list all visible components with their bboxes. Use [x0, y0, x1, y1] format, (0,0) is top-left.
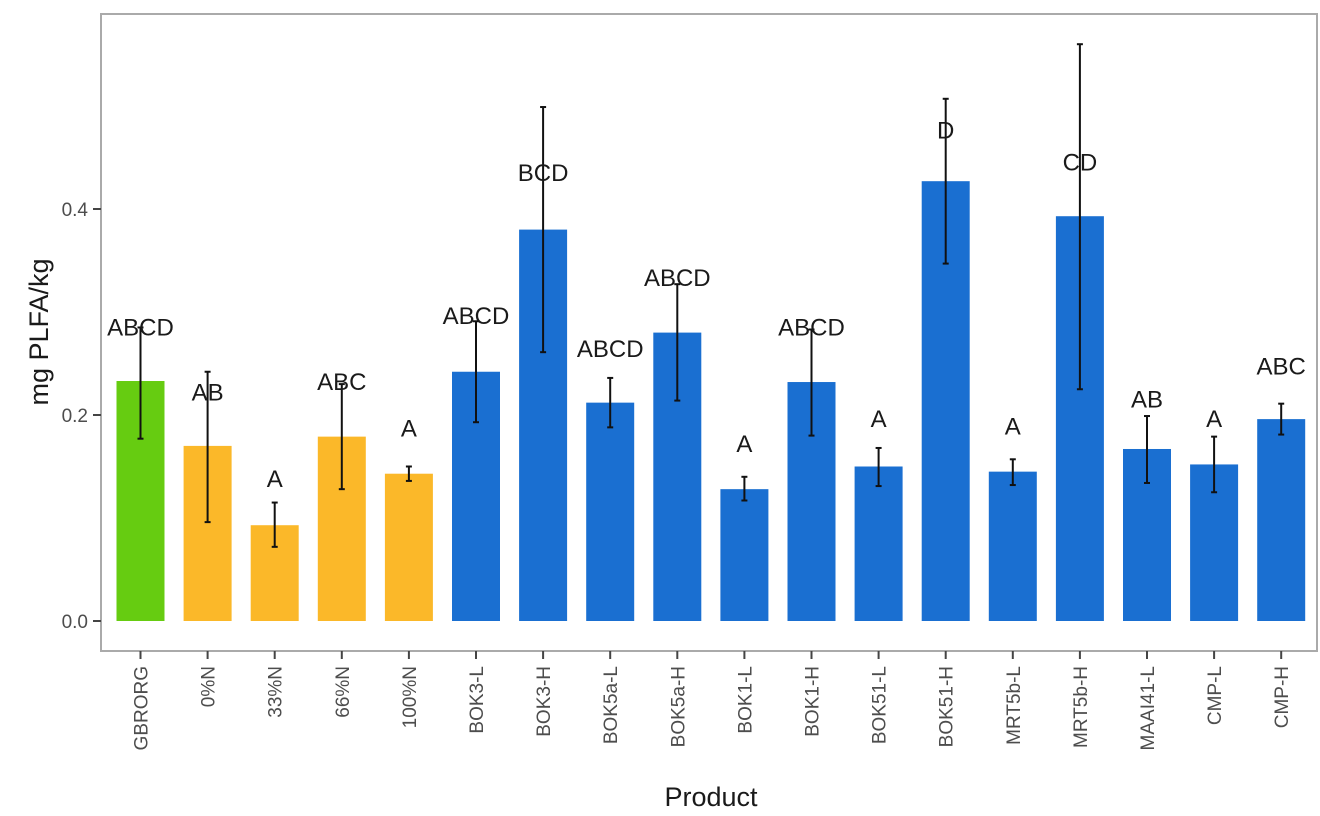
- error-bar-CMP-L: [1211, 435, 1218, 494]
- significance-label-BOK1-L: A: [736, 431, 752, 458]
- x-tick-label: 100%N: [400, 666, 421, 728]
- y-tick-label: 0.0: [62, 612, 88, 633]
- x-tick-label: 0%N: [199, 666, 220, 707]
- x-tick-label: 66%N: [333, 666, 354, 718]
- y-tick-label: 0.2: [62, 406, 88, 427]
- x-tick-label: BOK51-L: [870, 666, 891, 744]
- error-bar-BOK3-H: [540, 106, 547, 354]
- bar-MRT5b-L: [988, 471, 1037, 621]
- bar-BOK51-L: [854, 466, 903, 621]
- significance-label-BOK1-H: ABCD: [778, 314, 845, 341]
- x-tick-label: BOK3-L: [467, 666, 488, 734]
- plot-frame: [100, 13, 1318, 652]
- x-tick-label: BOK51-H: [937, 666, 958, 747]
- x-tick-label: MRT5b-L: [1004, 666, 1025, 745]
- significance-label-BOK51-H: D: [937, 118, 954, 145]
- y-axis: 0.0 0.2 0.4: [62, 200, 101, 633]
- x-tick-label: MRT5b-H: [1071, 666, 1092, 748]
- significance-label-BOK3-L: ABCD: [443, 303, 510, 330]
- x-tick-label: 33%N: [266, 666, 287, 718]
- error-bar-BOK5a-H: [674, 283, 681, 402]
- error-bar-BOK3-L: [473, 320, 479, 424]
- bar-100%N: [384, 473, 433, 621]
- error-bar-66%N: [338, 383, 345, 491]
- error-bars: [137, 43, 1285, 548]
- error-bar-BOK1-H: [808, 328, 815, 437]
- significance-label-GBRORG: ABCD: [107, 314, 174, 341]
- x-tick-label: CMP-H: [1272, 666, 1293, 728]
- error-bar-BOK5a-L: [607, 376, 614, 429]
- x-tick-label: BOK5a-H: [668, 666, 689, 747]
- x-tick-label: GBRORG: [132, 666, 153, 750]
- error-bar-GBRORG: [137, 326, 144, 440]
- significance-label-CMP-H: ABC: [1257, 354, 1306, 381]
- error-bar-MAAI41-L: [1144, 415, 1150, 484]
- significance-label-100%N: A: [401, 415, 417, 442]
- significance-label-BOK51-L: A: [871, 406, 887, 433]
- significance-label-33%N: A: [267, 466, 283, 493]
- x-tick-label: BOK5a-L: [601, 666, 622, 744]
- error-bar-BOK1-L: [741, 475, 748, 502]
- significance-label-MAAI41-L: AB: [1131, 387, 1163, 414]
- bar-BOK1-L: [720, 489, 769, 621]
- error-bar-33%N: [271, 501, 278, 548]
- x-axis: GBRORG 0%N 33%N 66%N 100%N BOK3-L BOK3-H BOK5a-…: [132, 651, 1293, 750]
- error-bar-100%N: [405, 465, 412, 482]
- error-bar-0%N: [204, 370, 211, 524]
- y-tick-label: 0.4: [62, 200, 89, 221]
- error-bar-MRT5b-L: [1009, 458, 1016, 487]
- significance-label-0%N: AB: [192, 379, 224, 406]
- significance-label-CMP-L: A: [1206, 406, 1222, 433]
- x-tick-label: CMP-L: [1205, 666, 1226, 725]
- error-bar-CMP-H: [1278, 402, 1285, 436]
- error-bar-BOK51-L: [875, 446, 882, 488]
- x-tick-label: BOK3-H: [534, 666, 555, 737]
- error-bar-MRT5b-H: [1076, 43, 1083, 391]
- significance-label-BOK5a-L: ABCD: [577, 336, 644, 363]
- bars: [116, 181, 1306, 621]
- significance-label-BOK3-H: BCD: [518, 160, 569, 187]
- bar-BOK5a-L: [586, 402, 635, 621]
- significance-label-MRT5b-H: CD: [1063, 150, 1098, 177]
- x-tick-label: BOK1-H: [803, 666, 824, 737]
- y-axis-title: mg PLFA/kg: [24, 258, 54, 405]
- x-tick-label: BOK1-L: [735, 666, 756, 734]
- x-axis-title: Product: [664, 782, 758, 812]
- x-tick-label: MAAI41-L: [1138, 666, 1159, 750]
- error-bar-BOK51-H: [942, 97, 949, 265]
- significance-label-MRT5b-L: A: [1005, 413, 1021, 440]
- significance-label-BOK5a-H: ABCD: [644, 265, 711, 292]
- significance-label-66%N: ABC: [317, 369, 366, 396]
- bar-CMP-H: [1257, 419, 1306, 621]
- significance-labels: ABCD AB A ABC A ABCD BCD ABCD ABCD A ABCD A D A CD AB A A…: [107, 118, 1306, 493]
